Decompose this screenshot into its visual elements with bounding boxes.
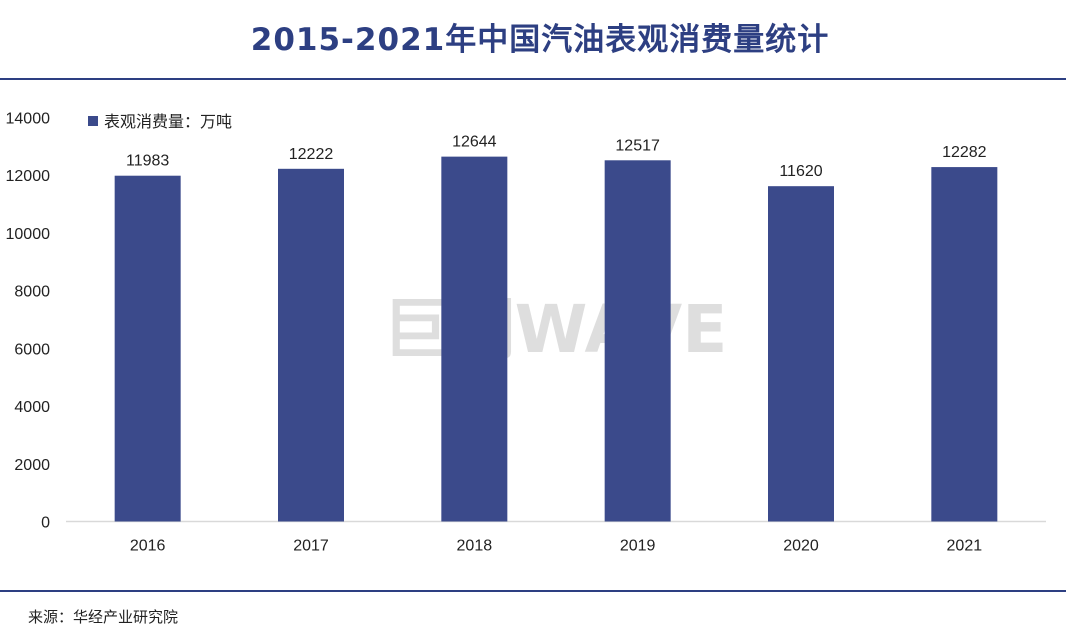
y-axis-ticks: 0 2000 4000 6000 8000 10000 12000 14000 <box>6 111 51 532</box>
x-tick-label: 2016 <box>130 538 166 555</box>
bar-2017 <box>278 168 344 522</box>
bar-2016 <box>114 175 181 522</box>
x-tick-label: 2019 <box>620 538 656 555</box>
y-tick-label: 12000 <box>6 168 51 185</box>
legend-swatch <box>88 116 98 126</box>
y-tick-label: 4000 <box>14 399 50 416</box>
y-tick-label: 2000 <box>14 457 50 474</box>
x-axis-ticks: 2016 2017 2018 2019 2020 2021 <box>130 538 982 555</box>
x-tick-label: 2021 <box>947 538 983 555</box>
x-tick-label: 2020 <box>783 538 819 555</box>
data-label-2021: 12282 <box>942 144 987 161</box>
title-divider <box>0 78 1066 80</box>
data-label-2020: 11620 <box>779 163 822 180</box>
data-label-2018: 12644 <box>452 134 497 151</box>
y-tick-label: 10000 <box>6 226 51 243</box>
y-tick-label: 0 <box>41 515 50 532</box>
bar-2021 <box>931 167 998 522</box>
data-label-2019: 12517 <box>615 137 660 154</box>
x-tick-label: 2018 <box>457 538 493 555</box>
bar-2019 <box>604 160 671 522</box>
y-tick-label: 8000 <box>14 284 50 301</box>
footer-divider <box>0 590 1066 592</box>
legend: 表观消费量：万吨 <box>88 112 232 131</box>
bar-series <box>114 156 998 522</box>
y-tick-label: 14000 <box>6 111 51 128</box>
legend-label: 表观消费量：万吨 <box>104 112 232 131</box>
page-title: 2015-2021年中国汽油表观消费量统计 <box>250 22 830 58</box>
data-label-2016: 11983 <box>126 153 169 170</box>
bar-2020 <box>768 186 834 522</box>
bar-2018 <box>441 156 508 522</box>
x-tick-label: 2017 <box>293 538 329 555</box>
y-tick-label: 6000 <box>14 341 50 358</box>
data-label-2017: 12222 <box>289 146 334 163</box>
data-labels: 11983 12222 12644 12517 11620 12282 <box>126 134 987 181</box>
watermark-text: 巨潮WAVE <box>383 291 728 368</box>
source-note: 来源：华经产业研究院 <box>28 608 179 626</box>
bar-chart: 巨潮WAVE 02000400060008000100001200014000 … <box>6 111 1046 555</box>
